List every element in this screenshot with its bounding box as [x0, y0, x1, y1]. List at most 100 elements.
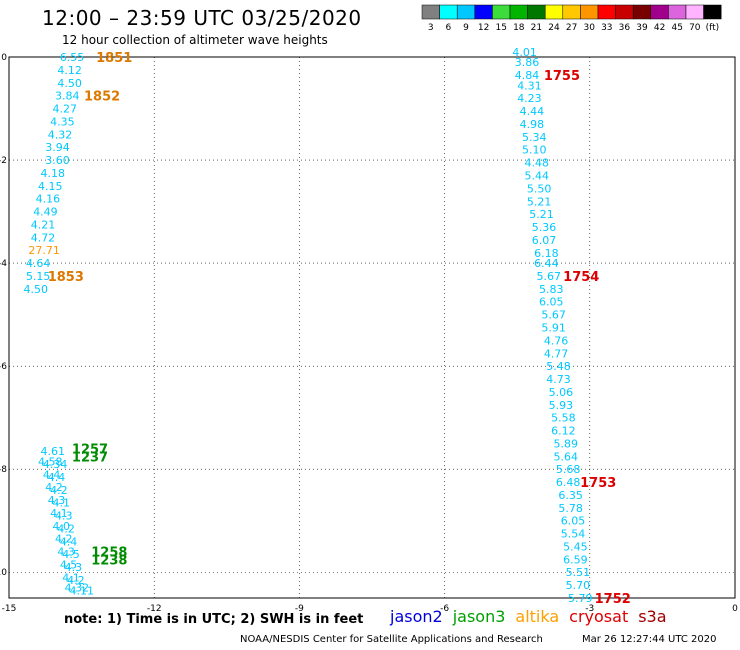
legend-entry: cryosat: [569, 607, 629, 626]
color-scale-label: 30: [583, 23, 595, 33]
wave-height-value: 5.15: [26, 270, 51, 283]
wave-height-value: 3.84: [55, 90, 79, 103]
wave-height-value: 4.50: [24, 283, 49, 296]
color-swatch: [668, 4, 687, 20]
wave-height-value: 6.35: [558, 489, 583, 502]
wave-height-value: 4.61: [40, 445, 65, 458]
color-scale-label: 39: [636, 23, 648, 33]
wave-height-value: 4.3: [48, 494, 66, 507]
wave-height-value: 5.06: [549, 386, 574, 399]
color-swatch: [527, 4, 546, 20]
color-scale-label: 42: [654, 23, 665, 33]
wave-height-value: 6.44: [534, 257, 559, 270]
wave-height-value: 4.3: [65, 561, 83, 574]
wave-height-value: 4.5: [62, 548, 80, 561]
wave-height-value: 5.58: [551, 412, 576, 425]
wave-height-value: 4.3: [55, 510, 72, 523]
wave-height-value: 4.84: [515, 69, 540, 82]
color-scale-label: 21: [531, 23, 542, 33]
wave-height-value: 4.32: [48, 128, 73, 141]
color-scale-label: 18: [513, 23, 525, 33]
pass-time-label: 1752: [595, 592, 631, 607]
wave-height-value: 4.15: [38, 180, 63, 193]
wave-height-value: 4.4: [43, 468, 61, 481]
y-tick-label: -4: [0, 259, 7, 269]
wave-height-value: 5.83: [539, 283, 564, 296]
legend-entry: s3a: [638, 607, 667, 626]
wave-height-value: 6.05: [561, 515, 586, 528]
x-tick-label: -6: [440, 604, 449, 614]
wave-height-value: 5.68: [556, 463, 581, 476]
wave-height-value: 5.51: [566, 566, 591, 579]
wave-height-value: 4.49: [33, 206, 58, 219]
wave-height-value: 4.2: [45, 481, 63, 494]
pass-time-label: 1237: [72, 450, 108, 465]
wave-height-value: 3.60: [45, 154, 70, 167]
color-scale-label: (ft): [706, 23, 720, 33]
wave-height-value: 6.07: [532, 234, 557, 247]
wave-height-value: 4.27: [53, 103, 77, 116]
pass-time-label: 1257: [72, 443, 108, 458]
pass-time-label: 1238: [91, 553, 127, 568]
plot-frame: [8, 56, 736, 599]
wave-height-value: 5.48: [546, 360, 571, 373]
legend-entry: jason3: [452, 607, 506, 626]
wave-height-value: 4.48: [524, 157, 549, 170]
wave-height-value: 5.70: [566, 579, 591, 592]
wave-height-value: 4.76: [544, 334, 569, 347]
wave-height-value: 5.67: [537, 270, 562, 283]
pass-time-label: 1852: [84, 90, 120, 105]
color-scale-label: 27: [566, 23, 577, 33]
color-swatch: [703, 4, 722, 20]
y-tick-label: -8: [0, 465, 7, 475]
wave-height-value: 4.34: [43, 458, 68, 471]
wave-height-value: 4.23: [517, 92, 542, 105]
color-scale-label: 36: [619, 23, 631, 33]
wave-height-value: 5.10: [522, 144, 547, 157]
color-scale-label: 3: [428, 23, 434, 33]
wave-height-value: 5.21: [529, 208, 554, 221]
wave-height-value: 4.35: [50, 115, 75, 128]
color-scale-bar: 3 6 9 12 15 18 21 24 27 30 33 36 39 42 45 70 (ft): [421, 4, 722, 33]
wave-height-value: 4.1: [53, 497, 70, 510]
wave-height-value: 4.32: [65, 582, 90, 595]
wave-height-value: 4.0: [53, 520, 70, 533]
wave-height-value: 6.18: [534, 247, 559, 260]
wave-height-value: 4.4: [60, 535, 78, 548]
wave-height-value: 5.91: [541, 322, 566, 335]
wave-height-value: 5.67: [541, 309, 566, 322]
color-swatch: [439, 4, 458, 20]
color-swatch: [685, 4, 704, 20]
x-tick-label: -12: [147, 604, 162, 614]
wave-height-value: 4.4: [48, 471, 66, 484]
wave-height-value: 4.18: [40, 167, 65, 180]
color-swatch: [544, 4, 564, 20]
wave-height-value: 3.86: [515, 56, 540, 69]
footer-timestamp: Mar 26 12:27:44 UTC 2020: [582, 634, 717, 645]
wave-height-value: 4.2: [57, 522, 75, 535]
wave-height-value: 6.05: [539, 296, 564, 309]
data-points: 6.554.124.503.844.274.354.323.943.604.18…: [24, 46, 593, 605]
color-swatch: [474, 4, 493, 20]
wave-height-value: 4.72: [31, 231, 55, 244]
color-swatch: [650, 4, 669, 20]
x-tick-label: -15: [2, 604, 17, 614]
wave-height-value: 4.1: [50, 507, 68, 520]
color-swatch: [580, 4, 599, 20]
pass-time-label: 1753: [580, 476, 616, 491]
wave-height-value: 4.5: [60, 559, 78, 572]
page-title: 12:00 – 23:59 UTC 03/25/2020: [42, 6, 362, 30]
wave-height-value: 5.34: [522, 131, 547, 144]
wave-height-value: 4.11: [70, 584, 95, 597]
wave-height-value: 4.2: [50, 484, 68, 497]
color-swatch: [597, 4, 616, 20]
color-swatch: [562, 4, 581, 20]
pass-time-label: 1853: [48, 270, 84, 285]
wave-height-value: 4.98: [520, 118, 545, 131]
wave-height-value: 4.64: [26, 257, 51, 270]
pass-time-label: 1755: [544, 69, 580, 84]
wave-height-value: 4.77: [544, 347, 569, 360]
wave-height-value: 4.44: [520, 105, 545, 118]
